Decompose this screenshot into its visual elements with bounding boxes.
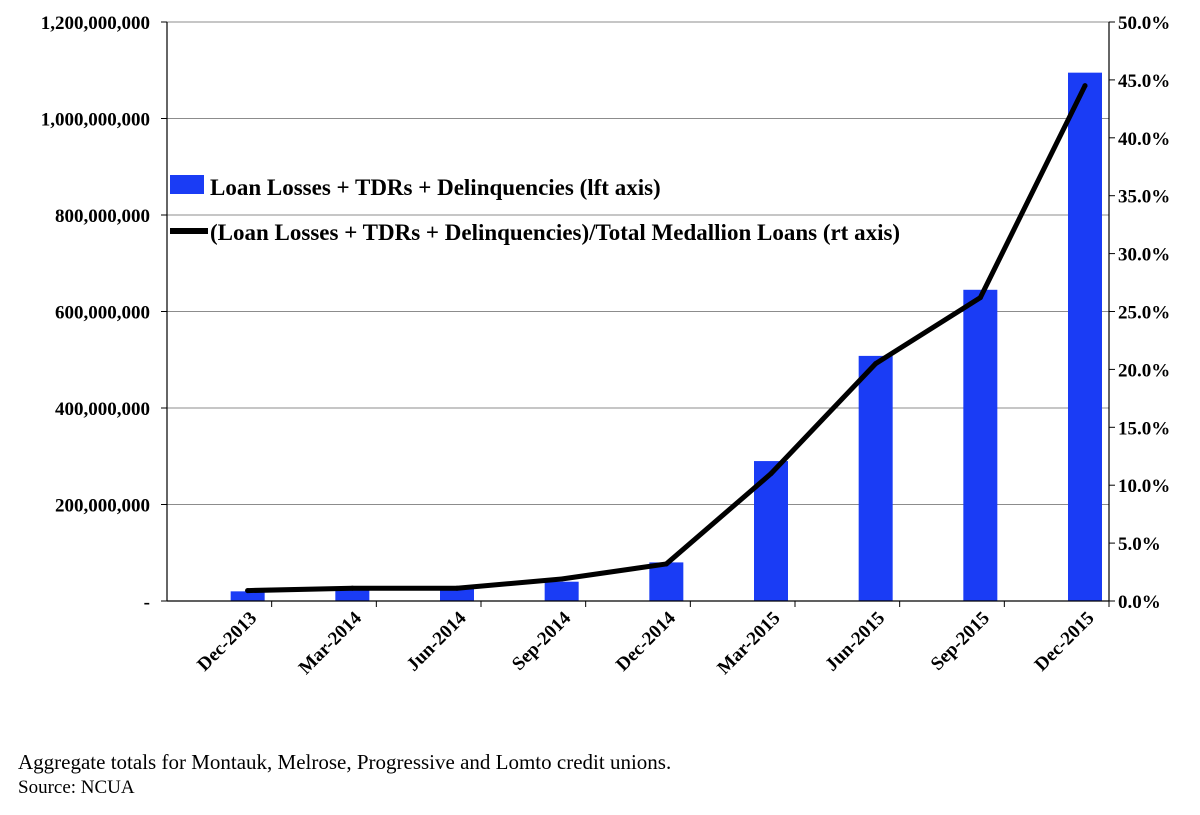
left-tick-label-1: 200,000,000 (55, 496, 150, 517)
bar-Sep-2015 (963, 289, 998, 601)
line-point-Dec-2014 (663, 561, 669, 567)
x-tick-label-Dec-2015: Dec-2015 (1031, 608, 1099, 676)
bar-series (230, 72, 1102, 602)
line-point-Dec-2013 (245, 588, 251, 594)
line-point-Mar-2015 (768, 471, 774, 477)
ratio-line (245, 83, 1088, 594)
bar-Dec-2013 (230, 591, 265, 601)
legend-line-label: (Loan Losses + TDRs + Delinquencies)/Tot… (210, 220, 900, 245)
x-tick-label-Dec-2014: Dec-2014 (612, 607, 680, 675)
right-tick-label-3: 15.0% (1118, 418, 1170, 439)
left-tick-label-3: 600,000,000 (55, 303, 150, 324)
bar-Mar-2014 (335, 588, 370, 601)
x-tick-label-Sep-2015: Sep-2015 (927, 608, 994, 675)
left-tick-label-4: 800,000,000 (55, 206, 150, 227)
right-axis-ticks: 0.0% 5.0% 10.0% 15.0% 20.0% 25.0% 30.0% 35.0% 40… (1109, 13, 1170, 613)
x-axis-ticks: Dec-2013 Mar-2014 Jun-2014 Sep-2014 Dec-2014… (193, 601, 1110, 679)
x-tick-label-Mar-2015: Mar-2015 (713, 608, 784, 679)
left-tick-label-5: 1,000,000,000 (41, 110, 150, 131)
bar-Jun-2015 (858, 355, 893, 601)
line-point-Jun-2015 (873, 361, 879, 367)
line-point-Jun-2014 (454, 585, 460, 591)
left-tick-label-0: - (144, 592, 150, 613)
line-series (245, 83, 1088, 594)
legend-bar-label: Loan Losses + TDRs + Delinquencies (lft … (210, 175, 661, 200)
right-tick-label-6: 30.0% (1118, 245, 1170, 266)
right-tick-label-7: 35.0% (1118, 187, 1170, 208)
bar-Jun-2014 (440, 588, 474, 601)
x-tick-label-Sep-2014: Sep-2014 (508, 607, 575, 674)
left-tick-label-2: 400,000,000 (55, 399, 150, 420)
line-point-Mar-2014 (349, 585, 355, 591)
bar-Dec-2015 (1068, 72, 1102, 602)
left-tick-label-6: 1,200,000,000 (41, 13, 150, 34)
right-tick-label-1: 5.0% (1118, 534, 1161, 555)
chart: - 200,000,000 400,000,000 600,000,000 800,00… (41, 13, 1171, 679)
right-tick-label-0: 0.0% (1118, 592, 1161, 613)
x-tick-label-Dec-2013: Dec-2013 (193, 608, 261, 676)
gridlines (167, 21, 1109, 505)
left-axis-ticks: - 200,000,000 400,000,000 600,000,000 800,00… (41, 13, 167, 613)
line-point-Dec-2015 (1082, 83, 1088, 89)
bar-Dec-2014 (649, 562, 684, 601)
footnote: Aggregate totals for Montauk, Melrose, P… (18, 750, 672, 774)
line-point-Sep-2014 (559, 576, 565, 582)
legend-bar-swatch (170, 175, 204, 194)
legend: Loan Losses + TDRs + Delinquencies (lft … (170, 175, 900, 245)
right-tick-label-5: 25.0% (1118, 303, 1170, 324)
right-tick-label-2: 10.0% (1118, 476, 1170, 497)
x-tick-label-Jun-2014: Jun-2014 (403, 607, 471, 675)
right-tick-label-9: 45.0% (1118, 71, 1170, 92)
bar-Sep-2014 (544, 581, 579, 601)
line-point-Sep-2015 (977, 295, 983, 301)
source-note: Source: NCUA (18, 777, 135, 798)
x-tick-label-Jun-2015: Jun-2015 (821, 608, 889, 676)
x-tick-label-Mar-2014: Mar-2014 (295, 607, 366, 678)
right-tick-label-10: 50.0% (1118, 13, 1170, 34)
right-tick-label-8: 40.0% (1118, 129, 1170, 150)
right-tick-label-4: 20.0% (1118, 360, 1170, 381)
